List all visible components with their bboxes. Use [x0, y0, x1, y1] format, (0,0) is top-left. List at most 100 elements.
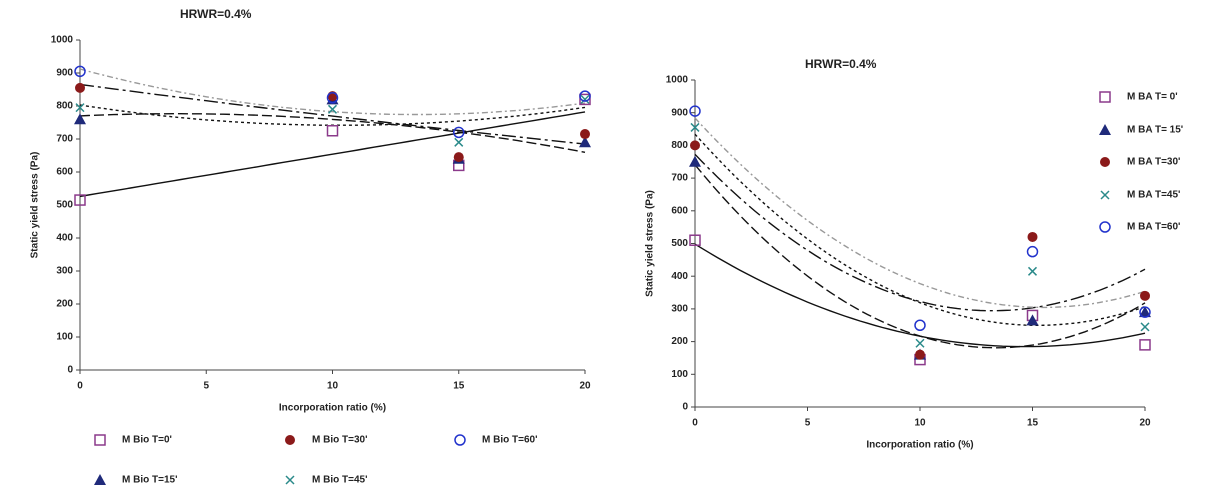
marker: [75, 82, 85, 93]
marker: [1140, 322, 1150, 332]
y-axis-label: Static yield stress (Pa): [645, 190, 656, 297]
y-tick-label: 1000: [666, 75, 689, 86]
y-tick-label: 500: [671, 238, 688, 249]
marker: [74, 65, 86, 78]
legend-label: M BA T= 0': [1127, 92, 1178, 103]
legend-label: M BA T=60': [1127, 222, 1180, 233]
y-tick-label: 100: [56, 332, 73, 343]
trend-line: [79, 111, 586, 198]
legend-label: M BA T=30': [1127, 157, 1180, 168]
x-tick-label: 20: [1139, 418, 1151, 429]
y-tick-label: 200: [56, 299, 73, 310]
marker: [1139, 306, 1151, 318]
x-tick-label: 0: [77, 381, 83, 392]
y-tick-label: 900: [56, 68, 73, 79]
marker: [1139, 339, 1151, 351]
marker: [1027, 266, 1038, 276]
legend-marker: [285, 435, 295, 445]
trend-line: [694, 153, 1146, 312]
y-tick-label: 700: [56, 134, 73, 145]
y-tick-label: 1000: [51, 35, 74, 46]
x-tick-label: 20: [579, 381, 591, 392]
marker: [454, 137, 464, 147]
x-tick-label: 15: [453, 381, 465, 392]
marker: [1026, 314, 1039, 326]
x-tick-label: 10: [327, 381, 339, 392]
marker: [914, 319, 926, 331]
trend-line: [79, 104, 586, 126]
marker: [326, 125, 339, 137]
legend-marker: [1099, 124, 1111, 135]
marker: [580, 129, 590, 140]
marker: [1027, 231, 1038, 242]
trend-line: [694, 164, 1146, 349]
legend-label: M BA T= 15': [1127, 125, 1183, 136]
marker: [1026, 245, 1039, 258]
y-tick-label: 800: [56, 101, 73, 112]
trend-line: [79, 83, 586, 145]
marker: [689, 234, 701, 246]
legend-marker: [285, 475, 295, 485]
trend-line: [694, 243, 1146, 348]
y-tick-label: 500: [56, 200, 73, 211]
marker: [689, 155, 701, 167]
legend-label: M Bio T=0': [122, 435, 172, 446]
marker: [580, 94, 590, 104]
y-tick-label: 300: [671, 304, 688, 315]
x-tick-label: 5: [805, 418, 811, 429]
legend-marker: [1099, 221, 1111, 233]
y-tick-label: 300: [56, 266, 73, 277]
marker: [74, 113, 86, 125]
legend-marker: [1099, 91, 1111, 103]
marker: [690, 140, 700, 151]
legend-marker: [454, 434, 466, 446]
trend-line: [694, 133, 1146, 326]
marker: [74, 194, 86, 206]
marker: [579, 136, 591, 148]
y-tick-label: 0: [682, 402, 688, 413]
x-axis-label: Incorporation ratio (%): [279, 403, 386, 414]
x-tick-label: 10: [914, 418, 926, 429]
x-tick-label: 0: [692, 418, 698, 429]
y-tick-label: 800: [671, 140, 688, 151]
legend-marker: [94, 474, 106, 485]
trend-line: [79, 113, 586, 153]
legend-label: M Bio T=30': [312, 435, 367, 446]
chart-title: HRWR=0.4%: [805, 57, 877, 71]
marker: [1140, 290, 1150, 301]
trend-line: [694, 117, 1146, 309]
y-tick-label: 700: [671, 173, 688, 184]
legend-marker: [94, 434, 106, 446]
y-tick-label: 600: [671, 205, 688, 216]
legend-marker: [1100, 157, 1110, 167]
legend-marker: [1100, 190, 1110, 200]
marker: [326, 92, 339, 104]
y-tick-label: 600: [56, 167, 73, 178]
y-tick-label: 0: [67, 365, 73, 376]
chart: HRWR=0.4%0100200300400500600700800900100…: [30, 7, 591, 486]
legend-label: M Bio T=60': [482, 435, 537, 446]
chart: HRWR=0.4%0100200300400500600700800900100…: [645, 57, 1184, 450]
y-tick-label: 200: [671, 336, 688, 347]
legend-label: M Bio T=45': [312, 475, 367, 486]
marker: [579, 93, 591, 106]
marker: [453, 126, 465, 139]
marker: [453, 152, 464, 163]
marker: [690, 122, 700, 132]
y-tick-label: 900: [671, 107, 688, 118]
chart-title: HRWR=0.4%: [180, 7, 252, 21]
marker: [1139, 306, 1151, 318]
y-axis-label: Static yield stress (Pa): [30, 152, 41, 259]
marker: [689, 105, 701, 117]
legend-label: M BA T=45': [1127, 190, 1180, 201]
marker: [915, 349, 925, 360]
y-tick-label: 400: [56, 233, 73, 244]
y-tick-label: 400: [671, 271, 688, 282]
x-axis-label: Incorporation ratio (%): [866, 440, 973, 451]
x-tick-label: 15: [1027, 418, 1039, 429]
x-tick-label: 5: [203, 381, 209, 392]
marker: [75, 103, 85, 113]
marker: [915, 338, 925, 348]
trend-line: [79, 68, 586, 116]
